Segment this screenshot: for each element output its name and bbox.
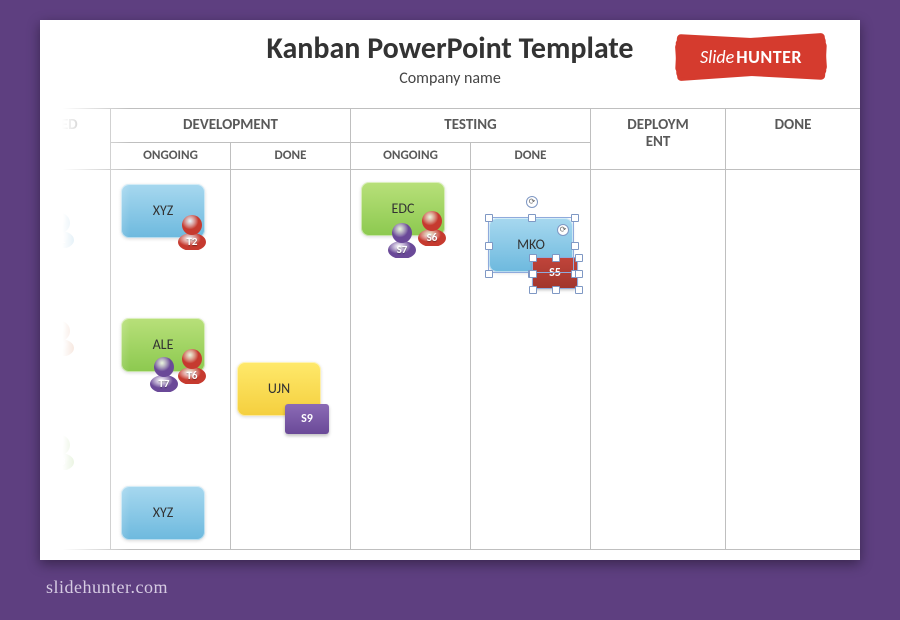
logo-word-slide: Slide <box>700 46 734 68</box>
cell-dev-ongoing[interactable]: XYZALEXYZ T2 T6 <box>111 169 231 549</box>
avatar-T3[interactable]: T3 <box>43 432 77 470</box>
col-header-deployment: DEPLOYM ENT <box>591 109 726 170</box>
avatar-a2[interactable] <box>43 318 77 356</box>
avatar-S6[interactable]: S6 <box>415 208 449 246</box>
col-sub-dev-ongoing: ONGOING <box>111 142 231 169</box>
rotation-handle-icon[interactable]: ⟳ <box>526 196 538 208</box>
kanban-board: TED DEVELOPMENT TESTING DEPLOYM ENT DONE… <box>40 108 860 560</box>
selection-handle[interactable] <box>571 214 579 222</box>
kanban-table: TED DEVELOPMENT TESTING DEPLOYM ENT DONE… <box>40 108 860 550</box>
col-header-testing: TESTING <box>351 109 591 143</box>
cell-done[interactable] <box>726 169 861 549</box>
footer-url: slidehunter.com <box>46 577 168 598</box>
avatar-T2[interactable]: T2 <box>175 212 209 250</box>
kanban-card-xyz2[interactable]: XYZ <box>121 486 205 540</box>
avatar-T7[interactable]: T7 <box>147 354 181 392</box>
selection-handle[interactable] <box>485 270 493 278</box>
col-sub-test-done: DONE <box>471 142 591 169</box>
col-sub-dev-done: DONE <box>231 142 351 169</box>
cell-0[interactable]: T1 T3 <box>40 169 111 549</box>
col-header-ted: TED <box>40 109 111 170</box>
cell-dev-done[interactable]: UJNS9 <box>231 169 351 549</box>
cube-s9[interactable]: S9 <box>285 404 329 434</box>
avatar-T1[interactable]: T1 <box>43 210 77 248</box>
avatar-S7[interactable]: S7 <box>385 220 419 258</box>
slidehunter-logo: Slide HUNTER <box>676 34 836 82</box>
col-sub-test-ongoing: ONGOING <box>351 142 471 169</box>
logo-word-hunter: HUNTER <box>736 46 802 68</box>
cell-test-ongoing[interactable]: EDC S6 S7 <box>351 169 471 549</box>
slide-canvas: Kanban PowerPoint Template Company name … <box>40 20 860 560</box>
col-header-development: DEVELOPMENT <box>111 109 351 143</box>
cell-test-done[interactable]: MKOS5⟳⟳ <box>471 169 591 549</box>
cell-deployment[interactable] <box>591 169 726 549</box>
cube-s5[interactable]: S5 <box>533 258 577 288</box>
col-header-done: DONE <box>726 109 861 170</box>
